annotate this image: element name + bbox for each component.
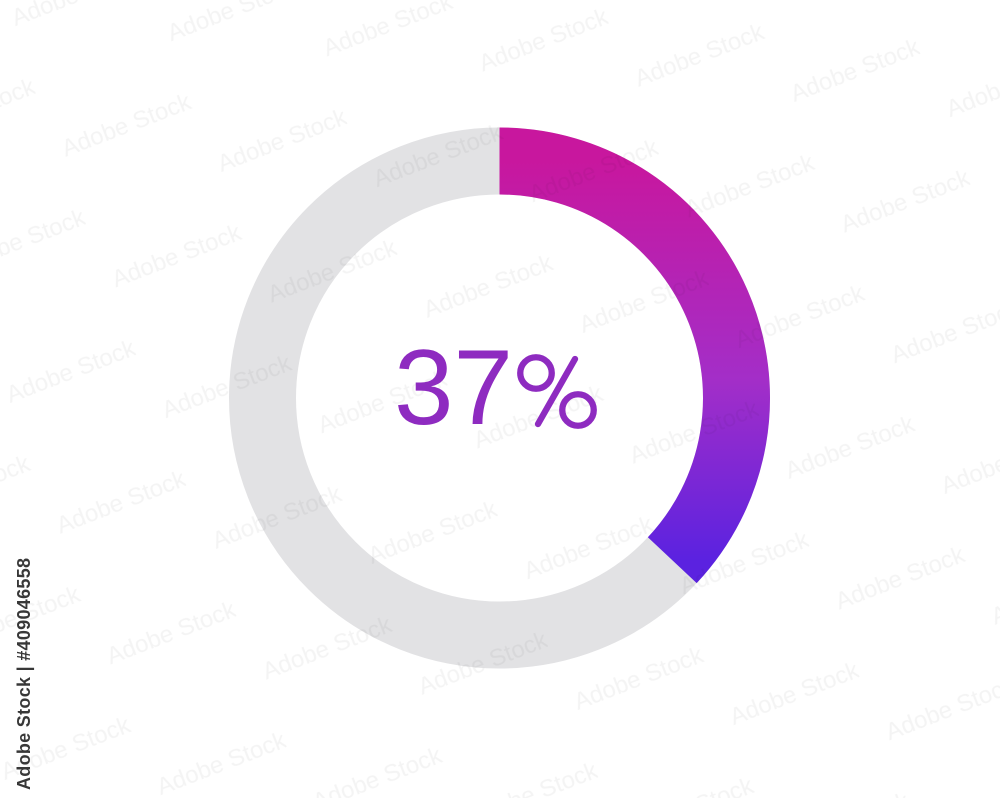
svg-text:37: 37 [394,327,513,447]
svg-text:Adobe Stock | #409046558: Adobe Stock | #409046558 [14,558,34,790]
